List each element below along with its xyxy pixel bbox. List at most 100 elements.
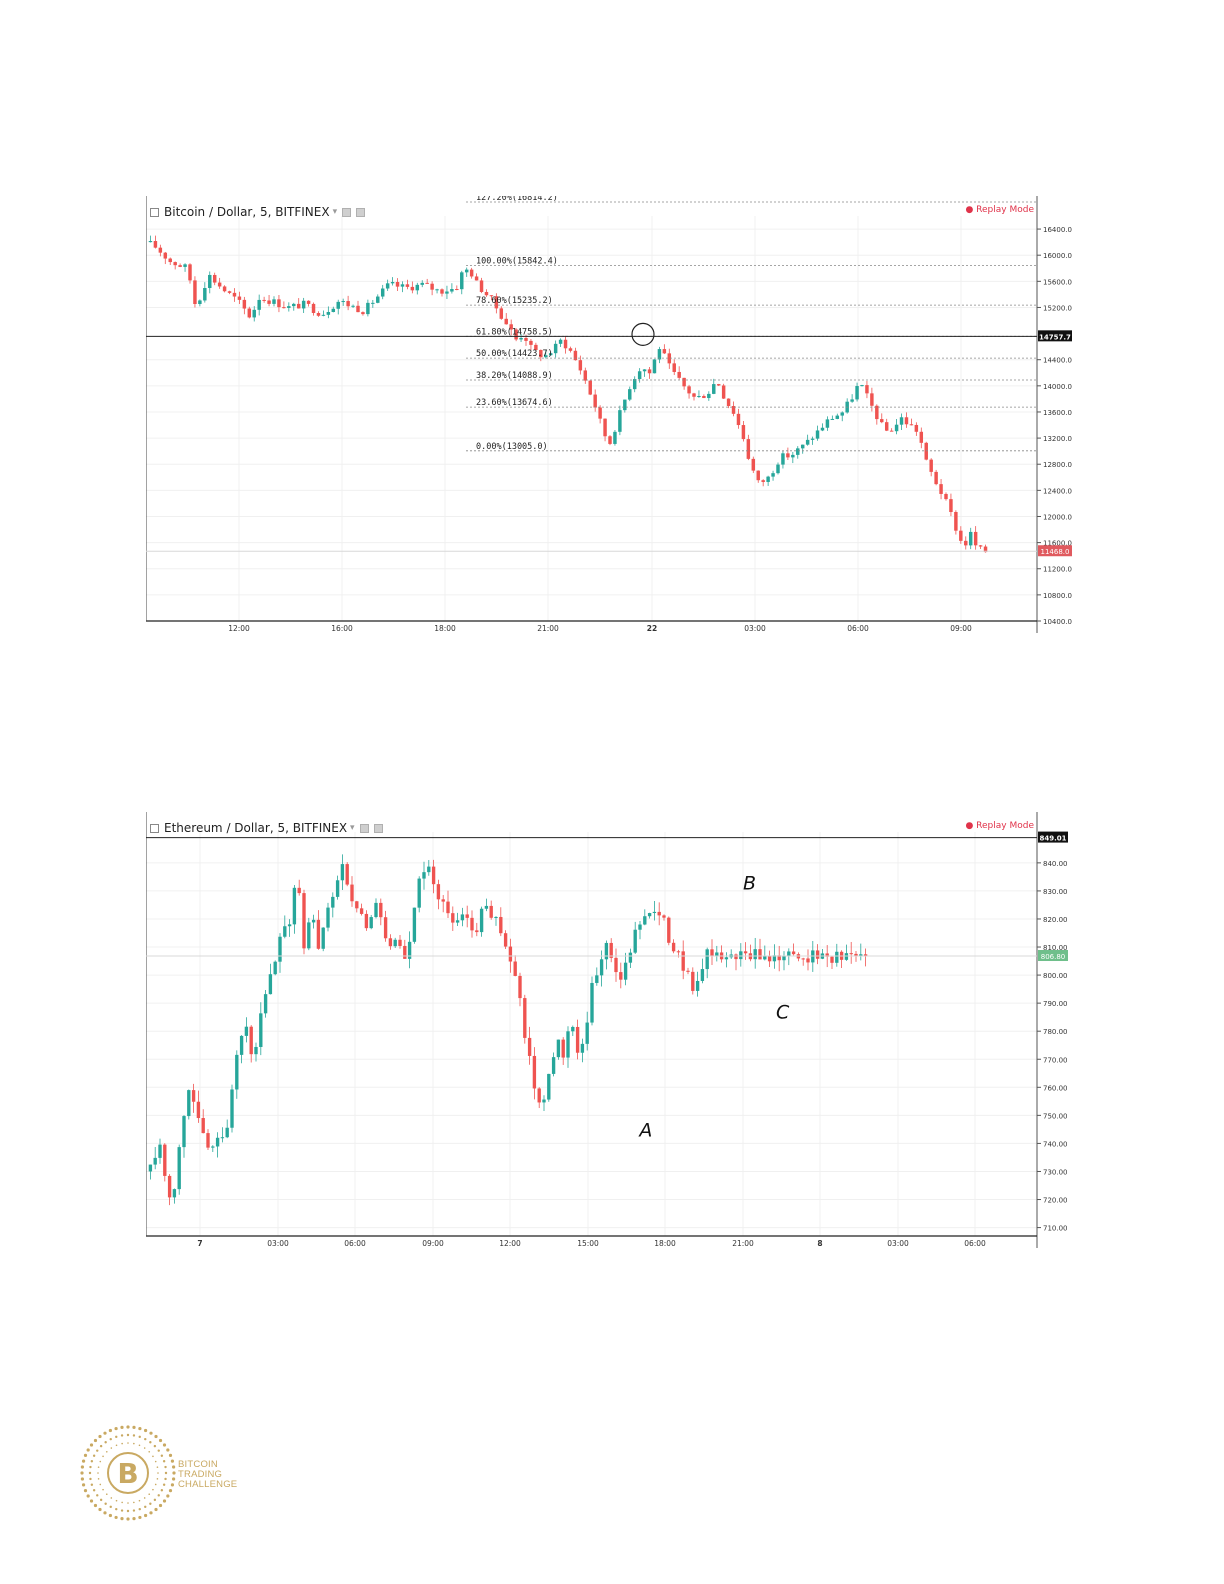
candle [163, 1144, 167, 1176]
bitcoin-chart[interactable]: 16400.0 16000.0 15600.0 15200.0 14400.0 14000… [146, 196, 1072, 634]
candle [163, 252, 168, 259]
x-tick-label: 12:00 [228, 624, 250, 633]
candle [532, 1055, 537, 1089]
candle [450, 288, 454, 292]
candle [968, 531, 973, 546]
candle [430, 283, 434, 290]
candle [657, 349, 662, 360]
logo-dot [126, 1433, 130, 1437]
candle [914, 424, 919, 432]
logo-dot [83, 1453, 88, 1457]
candle [254, 1046, 258, 1055]
logo-dot [120, 1517, 124, 1521]
candle [677, 371, 681, 378]
candle [494, 296, 499, 309]
chevron-down-icon[interactable]: ▾ [350, 823, 355, 833]
y-tick-label: 710.00 [1043, 1225, 1068, 1233]
fib-level-label: 61.80%(14758.5) [476, 327, 553, 337]
y-tick-label: 840.00 [1043, 860, 1068, 868]
candle [787, 951, 791, 957]
candle [167, 1175, 172, 1198]
candle [934, 471, 938, 485]
logo-dot [83, 1489, 88, 1493]
x-tick-label: 18:00 [434, 624, 456, 633]
logo-dot [110, 1447, 113, 1449]
logo-dot [90, 1483, 94, 1486]
logo-dot [154, 1434, 158, 1439]
y-tick-label: 11200.0 [1043, 566, 1072, 574]
candle [578, 360, 583, 371]
last-price-tag [1038, 950, 1068, 962]
collapse-icon[interactable] [150, 207, 159, 217]
candle [619, 972, 623, 980]
candle [676, 951, 681, 953]
candle [726, 398, 731, 407]
logo-dot [166, 1448, 170, 1452]
settings-icon[interactable] [359, 823, 369, 833]
candle [929, 459, 933, 472]
candle [484, 905, 489, 909]
x-tick-label: 16:00 [331, 624, 353, 633]
candle [781, 453, 785, 465]
logo-symbol: B [117, 1457, 138, 1490]
y-tick-label: 12800.0 [1043, 461, 1072, 469]
close-icon[interactable] [373, 823, 383, 833]
candle [297, 887, 301, 894]
candle [316, 312, 321, 316]
candle [479, 280, 484, 292]
ethereum-chart-canvas[interactable]: 840.00 830.00 820.00 810.00 800.00 790.00 780.… [146, 812, 1072, 1252]
candle [321, 927, 325, 949]
logo-dot [99, 1483, 102, 1486]
y-tick-label: 810.00 [1043, 944, 1068, 952]
candles [148, 235, 988, 553]
logo-dot [154, 1460, 157, 1463]
candle [484, 291, 489, 296]
y-tick-label: 16400.0 [1043, 226, 1072, 234]
candle [503, 933, 508, 947]
logo-dot [162, 1460, 166, 1463]
candle [544, 355, 548, 358]
logo-dot [98, 1434, 102, 1439]
logo-dot [86, 1448, 90, 1452]
candle [239, 1035, 244, 1055]
logo-dot [162, 1443, 167, 1447]
candle [899, 417, 904, 425]
candle [743, 951, 748, 954]
logo-dot [115, 1444, 118, 1447]
candle [232, 292, 237, 297]
candle [652, 911, 657, 914]
candle [682, 377, 686, 387]
fib-level-label: 78.60%(15235.2) [476, 296, 553, 306]
x-tick-label: 15:00 [577, 1239, 599, 1248]
logo-dot [143, 1497, 146, 1499]
horizontal-level-tag [1038, 330, 1072, 342]
logo-dot [149, 1441, 152, 1444]
x-tick-label: 06:00 [847, 624, 869, 633]
candle [835, 415, 840, 419]
candle [580, 1043, 585, 1053]
candle [751, 458, 756, 471]
candle [613, 431, 617, 444]
logo-dot [170, 1483, 175, 1487]
candle [662, 349, 667, 354]
collapse-icon[interactable] [150, 823, 159, 833]
candle [235, 1054, 239, 1090]
candle [252, 309, 256, 318]
candle [850, 399, 854, 402]
close-icon[interactable] [356, 207, 366, 217]
candle [875, 405, 879, 420]
chevron-down-icon[interactable]: ▾ [332, 207, 338, 217]
y-tick-label: 12400.0 [1043, 487, 1072, 495]
candle [514, 329, 518, 340]
candle [608, 436, 612, 444]
settings-icon[interactable] [342, 207, 352, 217]
candle [805, 439, 810, 445]
candle [336, 301, 340, 309]
bitcoin-chart-canvas[interactable]: 16400.0 16000.0 15600.0 15200.0 14400.0 14000… [146, 196, 1072, 634]
candle [705, 949, 709, 970]
logo-dot [126, 1517, 130, 1521]
y-tick-label: 16000.0 [1043, 252, 1072, 260]
ethereum-chart[interactable]: 840.00 830.00 820.00 810.00 800.00 790.00 780.… [146, 812, 1072, 1252]
candle [815, 950, 820, 959]
x-tick-label: 09:00 [950, 624, 972, 633]
